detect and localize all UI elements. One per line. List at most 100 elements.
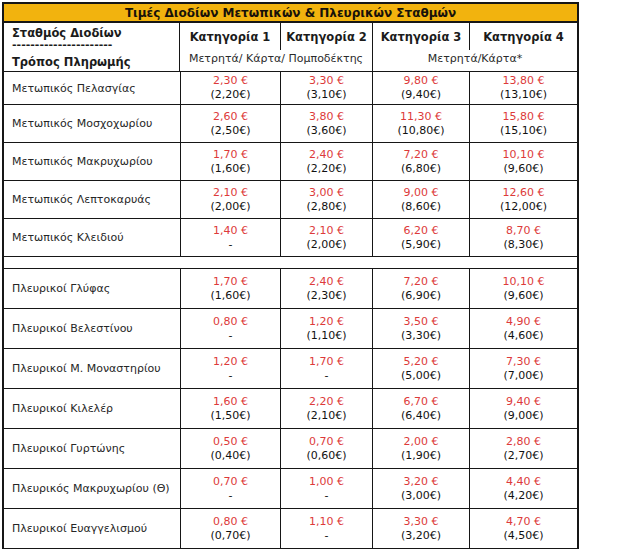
- price-main: 1,70 €: [213, 148, 248, 162]
- price-discounted: (2,70€): [503, 449, 543, 463]
- price-main: 2,60 €: [213, 110, 248, 124]
- price-main: 7,20 €: [404, 148, 439, 162]
- price-cell-category-1: 2,60 € (2,50€): [180, 105, 280, 142]
- price-discounted: (2,20€): [306, 162, 346, 176]
- toll-row: Πλευρικοί Μ. Μοναστηρίου 1,20 € - 1,70 €…: [4, 348, 577, 388]
- price-main: 0,70 €: [213, 475, 248, 489]
- payment-method-cat3-4: Μετρητά/Κάρτα*: [372, 50, 577, 71]
- price-discounted: (5,00€): [401, 369, 441, 383]
- price-main: 11,30 €: [400, 110, 442, 124]
- price-cell-category-1: 1,70 € (1,60€): [180, 143, 280, 180]
- price-main: 15,80 €: [503, 110, 545, 124]
- price-cell-category-2: 2,10 € (2,00€): [280, 219, 372, 256]
- price-cell-category-4: 2,80 € (2,70€): [469, 429, 577, 468]
- price-discounted: (1,60€): [210, 289, 250, 303]
- toll-row: Πλευρικός Μακρυχωρίου (Θ) 0,70 € - 1,00 …: [4, 468, 577, 508]
- price-main: 3,50 €: [404, 315, 439, 329]
- price-cell-category-4: 4,70 € (4,50€): [469, 509, 577, 548]
- price-cell-category-4: 9,40 € (9,00€): [469, 389, 577, 428]
- toll-row: Μετωπικός Κλειδιού 1,40 € - 2,10 € (2,00…: [4, 218, 577, 256]
- price-cell-category-3: 5,20 € (5,00€): [372, 349, 469, 388]
- price-cell-category-2: 1,70 € -: [280, 349, 372, 388]
- price-discounted: (10,80€): [397, 124, 444, 138]
- price-discounted: (4,60€): [503, 329, 543, 343]
- price-cell-category-1: 2,10 € (2,00€): [180, 181, 280, 218]
- price-cell-category-3: 7,20 € (6,80€): [372, 143, 469, 180]
- price-discounted: (15,10€): [500, 124, 547, 138]
- price-discounted: (2,10€): [306, 409, 346, 423]
- price-discounted: (0,40€): [210, 449, 250, 463]
- station-name: Πλευρικοί Γλύφας: [4, 269, 180, 308]
- price-cell-category-2: 3,00 € (2,80€): [280, 181, 372, 218]
- toll-row: Πλευρικοί Ευαγγελισμού 0,80 € (0,70€) 1,…: [4, 508, 577, 548]
- price-cell-category-1: 0,80 € -: [180, 309, 280, 348]
- price-cell-category-2: 0,70 € (0,60€): [280, 429, 372, 468]
- price-main: 10,10 €: [503, 275, 545, 289]
- price-main: 4,40 €: [506, 475, 541, 489]
- price-main: 10,10 €: [503, 148, 545, 162]
- toll-row: Πλευρικοί Γλύφας 1,70 € (1,60€) 2,40 € (…: [4, 268, 577, 308]
- price-discounted: (8,30€): [503, 238, 543, 252]
- toll-row: Μετωπικός Πελασγίας 2,30 € (2,20€) 3,30 …: [4, 71, 577, 104]
- toll-price-table: Τιμές Διοδίων Μετωπικών & Πλευρικών Σταθ…: [2, 2, 579, 549]
- price-discounted: (7,00€): [503, 369, 543, 383]
- price-main: 1,70 €: [213, 275, 248, 289]
- price-discounted: -: [229, 329, 233, 343]
- price-discounted: -: [229, 369, 233, 383]
- header-divider: ----------------------: [12, 38, 171, 52]
- section-separator: [4, 256, 577, 268]
- price-cell-category-3: 9,00 € (8,60€): [372, 181, 469, 218]
- price-main: 9,40 €: [506, 395, 541, 409]
- price-discounted: (2,50€): [210, 124, 250, 138]
- payment-method-cat1-2: Μετρητά/ Κάρτα/ Πομποδέκτης: [180, 50, 372, 71]
- toll-row: Πλευρικοί Κιλελέρ 1,60 € (1,50€) 2,20 € …: [4, 388, 577, 428]
- price-discounted: -: [325, 489, 329, 503]
- price-cell-category-2: 3,80 € (3,60€): [280, 105, 372, 142]
- price-main: 1,10 €: [309, 515, 344, 529]
- price-discounted: (2,30€): [306, 289, 346, 303]
- page: Τιμές Διοδίων Μετωπικών & Πλευρικών Σταθ…: [0, 0, 618, 549]
- price-cell-category-4: 15,80 € (15,10€): [469, 105, 577, 142]
- price-cell-category-1: 1,70 € (1,60€): [180, 269, 280, 308]
- price-cell-category-4: 4,90 € (4,60€): [469, 309, 577, 348]
- header-station-cell: Σταθμός Διοδίων ---------------------- Τ…: [4, 23, 180, 71]
- price-cell-category-2: 2,40 € (2,30€): [280, 269, 372, 308]
- toll-row: Μετωπικός Λεπτοκαρυάς 2,10 € (2,00€) 3,0…: [4, 180, 577, 218]
- price-main: 1,70 €: [309, 355, 344, 369]
- price-discounted: (2,80€): [306, 200, 346, 214]
- price-discounted: (9,40€): [401, 88, 441, 102]
- price-discounted: (1,60€): [210, 162, 250, 176]
- price-main: 8,70 €: [506, 224, 541, 238]
- price-cell-category-3: 11,30 € (10,80€): [372, 105, 469, 142]
- price-cell-category-1: 0,80 € (0,70€): [180, 509, 280, 548]
- price-main: 3,20 €: [404, 475, 439, 489]
- price-main: 4,90 €: [506, 315, 541, 329]
- price-discounted: (9,60€): [503, 162, 543, 176]
- price-discounted: (1,10€): [306, 329, 346, 343]
- toll-row: Πλευρικοί Γυρτώνης 0,50 € (0,40€) 0,70 €…: [4, 428, 577, 468]
- price-discounted: (0,70€): [210, 529, 250, 543]
- station-name: Μετωπικός Πελασγίας: [4, 72, 180, 104]
- price-cell-category-2: 1,00 € -: [280, 469, 372, 508]
- price-cell-category-3: 3,50 € (3,30€): [372, 309, 469, 348]
- price-cell-category-3: 3,30 € (3,20€): [372, 509, 469, 548]
- price-main: 3,30 €: [404, 515, 439, 529]
- price-discounted: -: [325, 369, 329, 383]
- price-discounted: (9,00€): [503, 409, 543, 423]
- price-cell-category-1: 0,50 € (0,40€): [180, 429, 280, 468]
- station-name: Μετωπικός Κλειδιού: [4, 219, 180, 256]
- price-cell-category-1: 1,60 € (1,50€): [180, 389, 280, 428]
- price-discounted: -: [229, 489, 233, 503]
- price-cell-category-4: 10,10 € (9,60€): [469, 269, 577, 308]
- column-header-category-2: Κατηγορία 2: [280, 23, 372, 50]
- price-cell-category-4: 8,70 € (8,30€): [469, 219, 577, 256]
- price-cell-category-3: 9,80 € (9,40€): [372, 72, 469, 104]
- price-discounted: (6,90€): [401, 289, 441, 303]
- price-cell-category-1: 2,30 € (2,20€): [180, 72, 280, 104]
- price-cell-category-4: 4,40 € (4,20€): [469, 469, 577, 508]
- price-main: 2,30 €: [213, 74, 248, 88]
- station-name: Μετωπικός Μοσχοχωρίου: [4, 105, 180, 142]
- price-cell-category-1: 1,20 € -: [180, 349, 280, 388]
- price-cell-category-2: 1,10 € -: [280, 509, 372, 548]
- price-discounted: (2,00€): [210, 200, 250, 214]
